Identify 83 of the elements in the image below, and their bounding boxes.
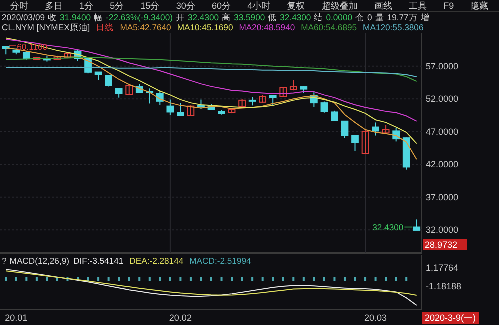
text: 19.77万 — [387, 12, 418, 22]
line-series — [6, 68, 418, 78]
y-tick-label: -1.18188 — [426, 282, 462, 292]
text: 分时 — [10, 1, 28, 11]
text: 5分 — [110, 1, 124, 11]
y-tick-label: 57.0000 — [426, 61, 459, 72]
annotation: ? — [2, 256, 7, 266]
text: DEA:-2.28144 — [130, 256, 184, 266]
line-series — [6, 38, 418, 144]
text: MA120:55.3806 — [363, 22, 424, 32]
series-label: MACD:-2.51994 — [190, 256, 252, 266]
y-tick-label: 47.0000 — [426, 126, 459, 137]
text: 复权 — [287, 1, 306, 11]
candlestick — [352, 134, 359, 152]
candlestick — [290, 80, 298, 92]
candlestick — [105, 75, 112, 88]
text: MA60:54.6895 — [301, 22, 358, 32]
text: 28.9732 — [425, 240, 458, 250]
text: 高 — [222, 12, 232, 22]
y-tick-label: 52.0000 — [426, 94, 459, 104]
line-series — [6, 269, 418, 306]
text: 60分 — [212, 1, 231, 11]
y-tick-label: 37.0000 — [426, 192, 459, 202]
text: 0 — [368, 12, 373, 22]
annotation: 32.4300 — [372, 222, 404, 232]
candlestick — [382, 124, 390, 135]
text: 画线 — [374, 1, 392, 11]
line-series — [6, 270, 418, 296]
text: 0.0000 — [326, 12, 353, 22]
text: 幅 — [94, 12, 104, 22]
y-tick-label: 42.0000 — [426, 160, 459, 170]
text: 开 — [176, 12, 185, 22]
text: 1分 — [80, 1, 94, 11]
text: 低 — [268, 12, 278, 22]
text: 31.9400 — [60, 12, 92, 22]
candlestick — [372, 122, 380, 136]
x-tick-label: 20.03 — [364, 313, 388, 323]
text: -22.63%(-9.3400) — [106, 12, 174, 22]
text: 增 — [420, 12, 430, 22]
text: 15分 — [140, 1, 160, 11]
text: 日线 — [96, 22, 114, 32]
x-tick-label: 20.02 — [169, 313, 192, 323]
text: 多日 — [44, 1, 63, 11]
series-label: DIF:-3.54141 — [73, 256, 124, 266]
text: 仓 — [356, 12, 365, 22]
candlestick — [166, 99, 174, 116]
text: F9 — [444, 1, 454, 11]
text: MA5:42.7640 — [120, 22, 172, 32]
candlestick — [280, 86, 288, 98]
y-tick-label: 1.17764 — [426, 262, 459, 273]
text: 结 — [314, 12, 324, 22]
candlestick — [341, 120, 349, 139]
text: 收 — [48, 12, 58, 22]
candlestick — [362, 130, 370, 155]
candlestick — [331, 110, 338, 122]
chart-title: CL.NYM [NYMEX原油] — [2, 22, 90, 32]
candlestick — [269, 94, 277, 106]
text: 33.5900 — [234, 12, 266, 22]
candlestick — [177, 102, 184, 117]
y-tick-label: 32.0000 — [426, 225, 459, 236]
text: 隐藏 — [470, 1, 489, 11]
text: 量 — [375, 12, 384, 22]
candlestick — [320, 101, 328, 114]
text: 2020-3-9(一) — [425, 313, 476, 323]
text: 4小时 — [248, 1, 271, 11]
candlestick — [146, 88, 154, 104]
candlestick — [413, 219, 421, 231]
candlestick — [187, 105, 195, 117]
text: 工具 — [408, 1, 427, 11]
text: 2020/03/09 — [2, 12, 46, 22]
text: MA10:45.1690 — [177, 22, 234, 32]
text: MA20:48.5940 — [239, 22, 296, 32]
chart-title: MACD(12,26,9) — [10, 256, 70, 266]
candlestick — [115, 88, 123, 98]
text: 30分 — [176, 1, 196, 11]
candlestick — [198, 99, 205, 110]
candlestick — [126, 84, 134, 96]
text: 超级叠加 — [322, 1, 358, 11]
line-series — [6, 39, 418, 122]
annotation: 60.1100 — [17, 42, 48, 52]
text: 32.4300 — [188, 12, 220, 22]
text: 32.4300 — [280, 12, 312, 22]
x-tick-label: 20.01 — [5, 313, 28, 323]
